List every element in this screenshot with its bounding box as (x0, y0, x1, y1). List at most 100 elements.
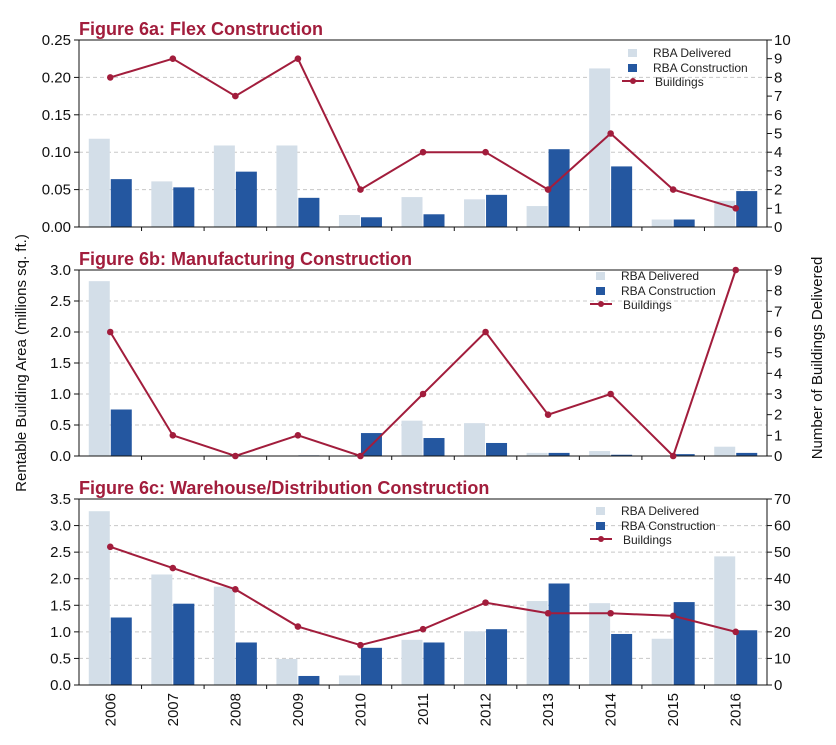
left-tick-label: 0.0 (50, 677, 71, 694)
buildings-point (294, 55, 302, 62)
right-tick-label: 5 (774, 345, 782, 362)
x-tick-label: 2016 (728, 693, 745, 726)
right-tick-label: 2 (774, 182, 782, 199)
bar-rba-delivered (589, 603, 611, 685)
left-tick-label: 2.0 (50, 571, 71, 588)
bar-rba-construction (548, 452, 570, 456)
buildings-point (607, 390, 614, 398)
bar-rba-delivered (88, 511, 110, 685)
bar-rba-construction (173, 603, 195, 685)
left-tick-label: 0.5 (50, 417, 71, 434)
x-tick-label: 2009 (290, 693, 307, 726)
x-tick-label: 2013 (540, 693, 557, 726)
buildings-point (607, 609, 614, 617)
bar-rba-delivered (276, 145, 298, 227)
x-tick-label: 2006 (102, 693, 119, 726)
bar-rba-delivered (88, 138, 110, 227)
bar-rba-delivered (714, 446, 736, 456)
x-tick-label: 2012 (478, 693, 495, 726)
left-tick-label: 3.5 (50, 491, 71, 508)
right-tick-label: 7 (774, 88, 782, 105)
left-tick-label: 0.10 (42, 144, 71, 161)
legend-marker-buildings (598, 536, 604, 542)
legend-label-buildings: Buildings (623, 533, 672, 547)
right-tick-label: 9 (774, 51, 782, 68)
right-tick-label: 2 (774, 407, 782, 424)
legend-label-delivered: RBA Delivered (621, 269, 699, 283)
buildings-point (169, 55, 177, 62)
buildings-point (169, 564, 177, 572)
right-tick-label: 7 (774, 303, 782, 320)
buildings-point (482, 599, 489, 606)
bar-rba-delivered (526, 452, 548, 456)
plot-frame (78, 498, 768, 686)
legend-marker-buildings (630, 78, 636, 84)
right-tick-label: 0 (774, 448, 782, 465)
right-tick-label: 60 (774, 518, 791, 535)
buildings-point (482, 328, 489, 336)
buildings-point (669, 452, 677, 460)
bar-rba-construction (611, 166, 633, 227)
left-tick-label: 1.5 (50, 355, 71, 372)
x-tick-label: 2014 (603, 693, 620, 726)
bar-rba-delivered (401, 420, 423, 456)
x-tick-label: 2015 (665, 693, 682, 726)
bar-rba-construction (486, 194, 508, 227)
bar-rba-construction (486, 442, 508, 456)
buildings-point (482, 148, 489, 156)
bar-rba-delivered (526, 206, 548, 227)
panel-title: Figure 6b: Manufacturing Construction (79, 249, 412, 269)
left-tick-label: 0.05 (42, 182, 71, 199)
buildings-point (232, 452, 239, 460)
buildings-point (544, 609, 552, 617)
bar-rba-construction (173, 187, 195, 227)
buildings-point (732, 266, 740, 274)
left-tick-label: 3.0 (50, 518, 71, 535)
legend-swatch-construction (628, 64, 637, 72)
bar-rba-delivered (213, 586, 235, 685)
buildings-point (419, 148, 427, 156)
panel-title: Figure 6a: Flex Construction (79, 19, 323, 39)
right-tick-label: 5 (774, 126, 782, 143)
legend-marker-buildings (598, 301, 604, 307)
bar-rba-delivered (464, 631, 486, 685)
bar-rba-construction (298, 675, 320, 685)
x-tick-label: 2010 (352, 693, 369, 726)
bar-rba-delivered (151, 574, 173, 685)
x-tick-label: 2011 (415, 693, 432, 725)
bar-rba-construction (736, 191, 758, 227)
bar-rba-construction (486, 629, 508, 685)
right-tick-label: 3 (774, 163, 782, 180)
right-tick-label: 3 (774, 386, 782, 403)
legend-label-buildings: Buildings (655, 75, 704, 89)
right-tick-label: 6 (774, 324, 782, 341)
buildings-point (544, 411, 552, 418)
bar-rba-delivered (213, 145, 235, 227)
legend-swatch-delivered (628, 49, 637, 57)
left-tick-label: 0.15 (42, 107, 71, 124)
buildings-point (232, 92, 239, 100)
legend-swatch-delivered (596, 507, 605, 515)
bar-rba-delivered (338, 675, 360, 685)
bar-rba-construction (110, 617, 132, 685)
right-tick-label: 40 (774, 571, 791, 588)
panel-3: Figure 6c: Warehouse/Distribution Constr… (50, 478, 791, 694)
left-tick-label: 2.5 (50, 544, 71, 561)
buildings-point (232, 586, 239, 593)
left-tick-label: 0.25 (42, 32, 71, 49)
buildings-point (669, 186, 677, 193)
buildings-point (106, 543, 114, 551)
buildings-point (607, 130, 614, 137)
right-tick-label: 1 (774, 427, 782, 444)
bar-rba-construction (423, 438, 445, 456)
left-tick-label: 0.0 (50, 448, 71, 465)
left-tick-label: 3.0 (50, 262, 71, 279)
right-tick-label: 8 (774, 69, 782, 86)
buildings-point (544, 186, 552, 193)
right-tick-label: 4 (774, 144, 782, 161)
legend-label-construction: RBA Construction (621, 519, 716, 533)
bar-rba-delivered (589, 68, 611, 227)
bar-rba-delivered (151, 181, 173, 227)
bar-rba-delivered (651, 638, 673, 685)
